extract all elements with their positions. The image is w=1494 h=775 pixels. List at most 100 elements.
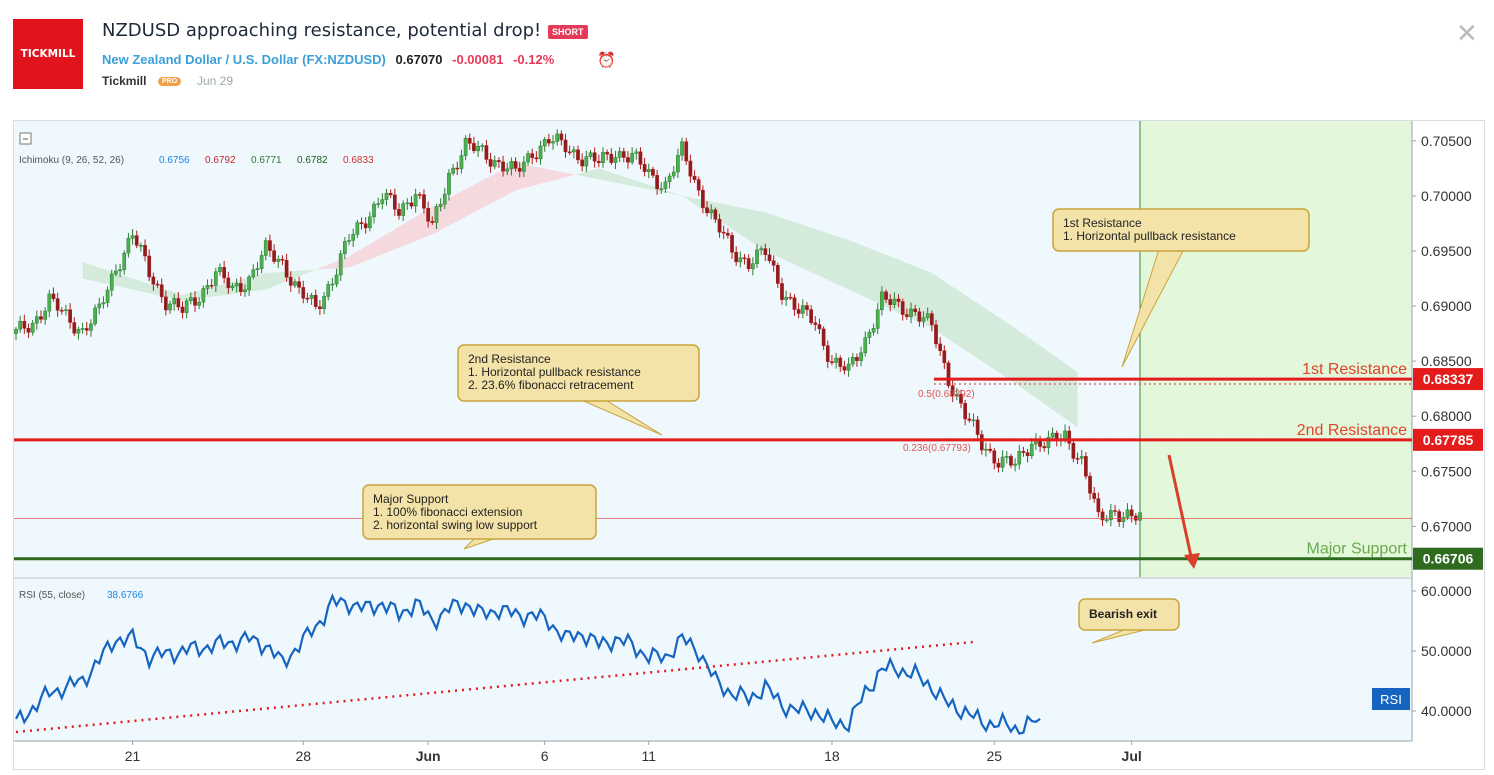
cloud-segment (182, 293, 187, 301)
candle-body (343, 241, 347, 254)
cloud-segment (120, 274, 125, 288)
cloud-segment (565, 172, 570, 178)
chart-svg[interactable]: 1st Resistance 0.68337 2nd Resistance 0.677… (14, 121, 1484, 769)
candle-body (984, 448, 988, 451)
cloud-segment (1027, 336, 1032, 395)
cloud-segment (690, 197, 695, 205)
candle-body (368, 216, 372, 229)
levels: 1st Resistance 0.68337 2nd Resistance 0.677… (14, 361, 1483, 570)
cloud-segment (840, 237, 845, 288)
candle-body (93, 307, 97, 325)
cloud-segment (919, 268, 924, 325)
cloud-segment (769, 213, 774, 255)
cloud-segment (1040, 345, 1045, 404)
candle-body (988, 448, 992, 451)
candle-body (409, 202, 414, 207)
candle-body (663, 181, 668, 189)
candle-body (505, 168, 510, 172)
candle-body (251, 269, 256, 278)
candle-body (1029, 443, 1034, 456)
cloud-segment (553, 170, 558, 181)
cloud-segment (140, 281, 146, 293)
candle-body (1121, 517, 1126, 522)
price-tick-label: 0.67000 (1421, 518, 1472, 534)
candle-body (272, 250, 276, 262)
candle-body (825, 345, 830, 362)
candle-body (130, 235, 135, 239)
candle-body (859, 352, 863, 361)
callout-line: 1. Horizontal pullback resistance (1063, 229, 1236, 243)
cloud-segment (1019, 331, 1024, 390)
candle-body (576, 149, 580, 161)
cloud-segment (124, 275, 129, 289)
candle-body (259, 255, 264, 269)
candle-body (388, 192, 393, 196)
ticker-link[interactable]: (FX:NZDUSD) (302, 52, 386, 67)
candle-body (463, 138, 468, 156)
cloud-segment (915, 266, 920, 323)
ichimoku-label: Ichimoku (9, 26, 52, 26) (19, 155, 124, 166)
pair-name-link[interactable]: New Zealand Dollar / U.S. Dollar (102, 52, 299, 67)
candle-body (721, 231, 726, 234)
callout-box (362, 484, 597, 540)
cloud-segment (806, 226, 812, 273)
cloud-segment (777, 216, 782, 259)
cloud-segment (673, 193, 678, 196)
fib-label: 0.236(0.67793) (903, 443, 971, 454)
price-tick-label: 0.68000 (1421, 408, 1472, 424)
candle-body (1100, 511, 1105, 521)
cloud-segment (269, 272, 275, 288)
candle-body (713, 209, 718, 220)
candle-body (921, 317, 926, 322)
cloud-segment (811, 227, 816, 275)
cloud-segment (548, 169, 554, 182)
candle-body (763, 248, 768, 255)
candle-body (517, 168, 522, 172)
author-name[interactable]: Tickmill (102, 74, 147, 88)
candle-body (318, 306, 322, 309)
candle-body (547, 139, 551, 144)
close-icon[interactable]: ✕ (1456, 18, 1478, 48)
alarm-clock-icon[interactable]: ⏰ (597, 52, 616, 69)
candle-body (134, 235, 139, 246)
rsi-tick-label: 50.0000 (1421, 643, 1472, 659)
candle-body (738, 257, 743, 263)
candle-body (638, 151, 643, 165)
cloud-segment (994, 314, 999, 373)
candle-body (1000, 456, 1005, 468)
cloud-segment (274, 272, 279, 287)
candle-body (567, 151, 572, 154)
candle-body (571, 149, 576, 153)
candle-body (109, 273, 114, 291)
rsi-tag-label: RSI (1380, 692, 1402, 707)
candle-body (467, 138, 472, 144)
candle-body (313, 295, 318, 307)
cloud-segment (544, 168, 549, 183)
candle-body (193, 297, 197, 306)
candle-body (22, 321, 27, 329)
candle-body (896, 298, 901, 302)
cloud-segment (960, 292, 966, 351)
cloud-segment (86, 263, 91, 281)
rsi-tick-label: 40.0000 (1421, 703, 1472, 719)
candle-body (855, 357, 859, 361)
candle-body (671, 171, 676, 177)
candle-body (55, 298, 60, 311)
cloud-segment (990, 311, 995, 370)
candle-body (613, 157, 618, 163)
candle-body (451, 167, 455, 174)
candle-body (605, 152, 609, 155)
candle-body (696, 179, 701, 191)
cloud-segment (836, 235, 841, 286)
cloud-segment (486, 176, 491, 206)
cloud-segment (136, 279, 141, 292)
candle-body (646, 169, 651, 172)
candle-body (1009, 456, 1013, 466)
candle-body (334, 274, 339, 285)
candle-body (1125, 509, 1130, 518)
candle-body (759, 248, 764, 251)
candle-body (484, 145, 489, 160)
rsi-tag (1372, 688, 1410, 710)
cloud-segment (615, 173, 620, 184)
cloud-segment (861, 244, 866, 298)
